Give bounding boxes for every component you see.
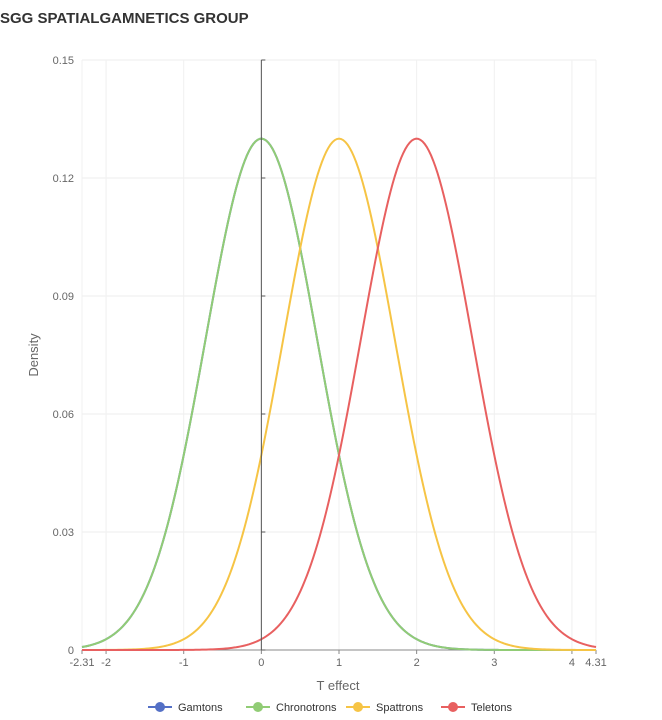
x-tick-label: -2.31: [69, 657, 94, 669]
legend-item-gamtons[interactable]: Gamtons: [148, 702, 223, 714]
x-axis-label: T effect: [317, 678, 360, 693]
legend-label: Gamtons: [178, 702, 223, 714]
x-tick-label: 3: [491, 657, 497, 669]
legend-dot-marker: [155, 702, 165, 712]
x-tick-label: 2: [414, 657, 420, 669]
x-tick-label: 1: [336, 657, 342, 669]
series-line-teletons: [82, 137, 597, 651]
zero-line: [260, 59, 266, 651]
legend: Gamtons Chronotrons Spattrons Teletons: [148, 702, 512, 714]
legend-label: Spattrons: [376, 702, 424, 714]
legend-item-chronotrons[interactable]: Chronotrons: [246, 702, 337, 714]
chart-title: SGG SPATIALGAMNETICS GROUP: [0, 10, 249, 27]
y-tick-label: 0.12: [53, 173, 74, 185]
legend-dot-marker: [253, 702, 263, 712]
x-axis: -2.31 -2 -1 0 1 2 3 4 4.31: [69, 649, 607, 669]
y-tick-label: 0.15: [53, 55, 74, 67]
x-tick-label: -2: [101, 657, 111, 669]
y-tick-label: 0.09: [53, 291, 74, 303]
series-lines: [81, 137, 597, 651]
y-axis: 0 0.03 0.06 0.09 0.12 0.15: [53, 55, 74, 657]
x-tick-label: 4.31: [585, 657, 606, 669]
grid: [81, 59, 597, 651]
x-tick-label: 0: [258, 657, 264, 669]
y-tick-label: 0.03: [53, 527, 74, 539]
legend-item-teletons[interactable]: Teletons: [441, 702, 512, 714]
legend-item-spattrons[interactable]: Spattrons: [346, 702, 424, 714]
y-axis-label: Density: [26, 333, 41, 377]
legend-label: Chronotrons: [276, 702, 337, 714]
legend-label: Teletons: [471, 702, 512, 714]
legend-dot-marker: [448, 702, 458, 712]
legend-dot-marker: [353, 702, 363, 712]
y-tick-label: 0.06: [53, 409, 74, 421]
x-tick-label: 4: [569, 657, 575, 669]
y-tick-label: 0: [68, 645, 74, 657]
series-line-spattrons: [81, 137, 597, 651]
x-tick-label: -1: [179, 657, 189, 669]
